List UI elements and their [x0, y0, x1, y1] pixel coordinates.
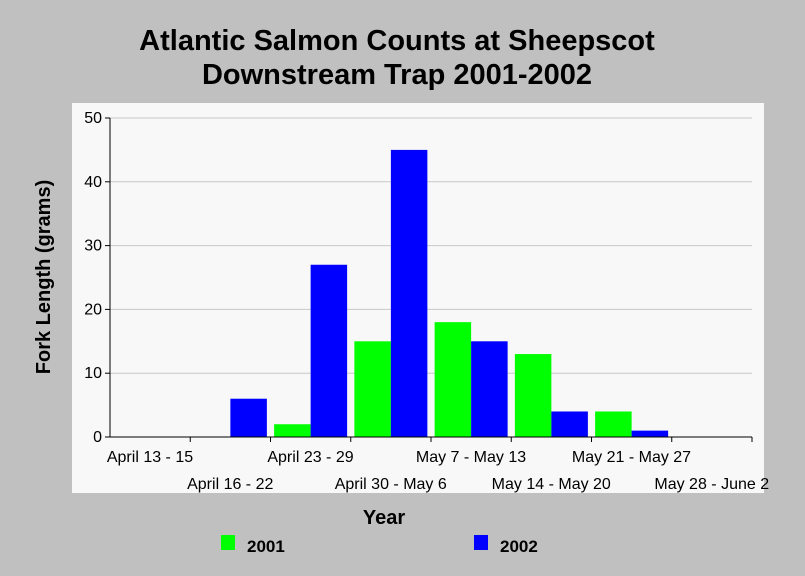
legend: 2001 2002 [221, 535, 538, 556]
legend-swatch-2001 [221, 535, 235, 550]
bar-2001-2 [274, 424, 311, 437]
chart-title-line-1: Atlantic Salmon Counts at Sheepscot [139, 25, 655, 57]
legend-label-2002: 2002 [500, 537, 538, 556]
x-tick-label: April 30 - May 6 [335, 476, 447, 493]
legend-swatch-2002 [474, 535, 488, 550]
bar-2001-4 [434, 322, 472, 437]
y-tick-label: 20 [84, 301, 102, 318]
bar-2002-3 [390, 149, 428, 437]
x-tick-label: May 21 - May 27 [572, 449, 691, 466]
bar-2002-1 [230, 398, 267, 437]
bars [230, 149, 669, 437]
x-tick-labels: April 13 - 15 April 16 - 22 April 23 - 29 A… [107, 449, 769, 493]
bar-2001-5 [514, 354, 552, 437]
y-tick-label: 50 [84, 110, 102, 127]
x-tick-label: May 28 - June 2 [654, 476, 769, 493]
bar-2002-2 [310, 264, 348, 437]
x-tick-label: April 23 - 29 [267, 449, 353, 466]
x-tick-label: May 14 - May 20 [492, 476, 611, 493]
bar-2002-5 [551, 411, 588, 437]
x-tick-label: April 16 - 22 [187, 476, 273, 493]
chart-title-line-2: Downstream Trap 2001-2002 [202, 59, 592, 91]
x-tick-label: April 13 - 15 [107, 449, 193, 466]
legend-label-2001: 2001 [247, 537, 285, 556]
bar-2002-6 [631, 430, 669, 437]
x-tick-label: May 7 - May 13 [416, 449, 526, 466]
y-tick-labels: 0 10 20 30 40 50 [84, 110, 102, 446]
grid-lines [110, 117, 752, 374]
x-axis-title: Year [363, 507, 405, 529]
bar-2001-6 [595, 411, 632, 437]
bar-2002-4 [471, 341, 508, 437]
axes [105, 117, 753, 442]
bar-2001-3 [354, 341, 391, 437]
y-tick-label: 10 [84, 365, 102, 382]
y-tick-label: 30 [84, 238, 102, 255]
y-axis-title: Fork Length (grams) [33, 180, 55, 374]
y-tick-label: 0 [93, 429, 102, 446]
y-tick-label: 40 [84, 174, 102, 191]
